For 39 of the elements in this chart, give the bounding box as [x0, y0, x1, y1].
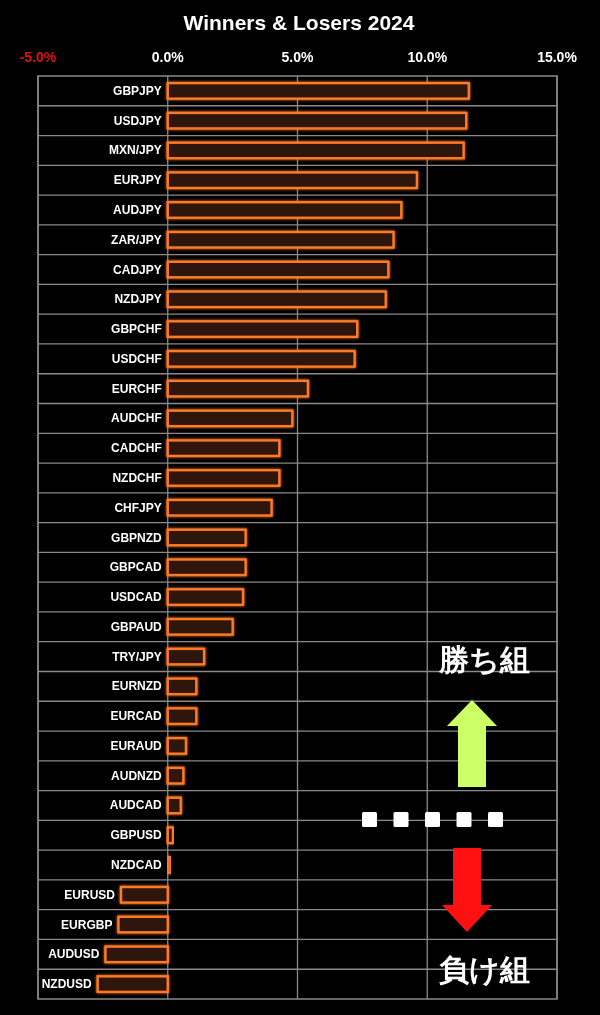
- y-tick-label: AUDJPY: [113, 202, 162, 217]
- x-tick-label: 0.0%: [151, 49, 185, 65]
- y-tick-label: MXN/JPY: [109, 143, 162, 158]
- y-tick-label: NZDCHF: [112, 470, 162, 485]
- y-tick-label: NZDJPY: [114, 292, 162, 307]
- chart-title: Winners & Losers 2024: [183, 11, 415, 34]
- y-tick-label: EURUSD: [64, 887, 116, 902]
- x-tick-label: 15.0%: [537, 49, 578, 65]
- y-tick-label: EURGBP: [61, 917, 113, 932]
- y-tick-label: CADCHF: [111, 441, 162, 456]
- y-tick-label: USDCAD: [110, 590, 163, 605]
- y-tick-label: CADJPY: [113, 262, 162, 277]
- y-tick-label: USDCHF: [111, 351, 162, 366]
- y-tick-label: GBPAUD: [110, 619, 163, 634]
- x-tick-label: 5.0%: [281, 49, 314, 65]
- y-tick-label: CHFJPY: [114, 500, 162, 515]
- y-tick-label: AUDUSD: [48, 947, 100, 962]
- y-tick-label: GBPCHF: [111, 322, 162, 337]
- annotation: 負け組: [438, 952, 530, 987]
- y-tick-label: EURCHF: [111, 381, 162, 396]
- y-tick-label: GBPJPY: [113, 83, 162, 98]
- y-tick-label: TRY/JPY: [112, 649, 162, 664]
- y-tick-label: NZDUSD: [41, 977, 93, 992]
- x-tick-label: -5.0%: [19, 49, 57, 65]
- y-tick-label: AUDNZD: [111, 768, 163, 783]
- y-tick-label: EURNZD: [111, 679, 163, 694]
- y-tick-label: GBPNZD: [111, 530, 163, 545]
- y-tick-label: AUDCHF: [111, 411, 162, 426]
- x-tick-label: 10.0%: [407, 49, 448, 65]
- y-tick-label: ZAR/JPY: [111, 232, 162, 247]
- y-tick-label: EURCAD: [110, 709, 163, 724]
- annotation: 勝ち組: [437, 642, 530, 677]
- y-tick-label: USDJPY: [113, 113, 162, 128]
- y-tick-label: AUDCAD: [109, 798, 163, 813]
- y-tick-label: EURAUD: [110, 738, 163, 753]
- y-tick-label: EURJPY: [113, 173, 162, 188]
- y-tick-label: GBPCAD: [109, 560, 163, 575]
- y-tick-label: NZDCAD: [111, 858, 163, 873]
- y-tick-label: GBPUSD: [110, 828, 163, 843]
